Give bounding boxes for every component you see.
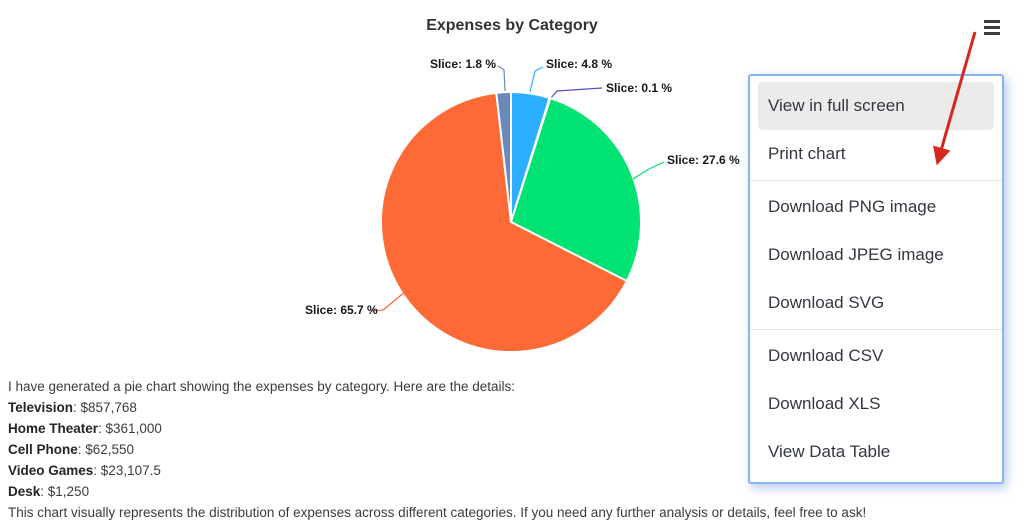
pie-chart xyxy=(370,65,665,353)
slice-label-desk: Slice: 0.1 % xyxy=(606,81,673,95)
message-outro: This chart visually represents the distr… xyxy=(8,505,867,520)
menu-item-download-png-image[interactable]: Download PNG image xyxy=(768,197,937,216)
menu-item-view-data-table[interactable]: View Data Table xyxy=(768,442,891,461)
expense-detail-video-games: Video Games: $23,107.5 xyxy=(8,463,161,478)
menu-item-print-chart[interactable]: Print chart xyxy=(768,144,846,163)
expense-detail-cell-phone: Cell Phone: $62,550 xyxy=(8,442,135,457)
pie-slice-television[interactable] xyxy=(380,91,629,353)
label-connector xyxy=(370,290,407,312)
assistant-message: I have generated a pie chart showing the… xyxy=(8,376,1018,523)
hamburger-icon xyxy=(984,19,1000,23)
slice-label-home-theater: Slice: 27.6 % xyxy=(667,153,740,167)
pie-slice-video-games[interactable] xyxy=(495,90,512,223)
menu-item-view-in-full-screen[interactable]: View in full screen xyxy=(758,82,994,130)
menu-item-download-jpeg-image[interactable]: Download JPEG image xyxy=(768,245,944,264)
message-intro: I have generated a pie chart showing the… xyxy=(8,379,516,394)
export-context-menu: View in full screen Print chart Download P… xyxy=(748,74,1004,484)
expense-detail-television: Television: $857,768 xyxy=(8,400,137,415)
menu-item-download-xls[interactable]: Download XLS xyxy=(768,394,881,413)
menu-item-download-csv[interactable]: Download CSV xyxy=(768,346,884,365)
chart-context-menu-button[interactable] xyxy=(979,15,1005,39)
label-connector xyxy=(529,66,544,93)
label-connector xyxy=(549,87,603,100)
message-details: Television: $857,768 Home Theater: $361,0… xyxy=(8,397,1018,502)
slice-label-video-games: Slice: 1.8 % xyxy=(430,57,497,71)
slice-label-cell-phone: Slice: 4.8 % xyxy=(546,57,613,71)
chart-title: Expenses by Category xyxy=(426,17,598,34)
menu-divider xyxy=(750,329,1002,330)
slice-label-television: Slice: 65.7 % xyxy=(305,303,378,317)
expense-detail-desk: Desk: $1,250 xyxy=(8,484,90,499)
export-menu-list: View in full screen Print chart Download P… xyxy=(750,82,1002,476)
expense-detail-home-theater: Home Theater: $361,000 xyxy=(8,421,162,436)
menu-item-download-svg[interactable]: Download SVG xyxy=(768,293,885,312)
menu-divider xyxy=(750,180,1002,181)
label-connector xyxy=(497,65,506,92)
pie-slice-home-theater[interactable] xyxy=(509,96,642,283)
label-connector xyxy=(632,161,665,180)
